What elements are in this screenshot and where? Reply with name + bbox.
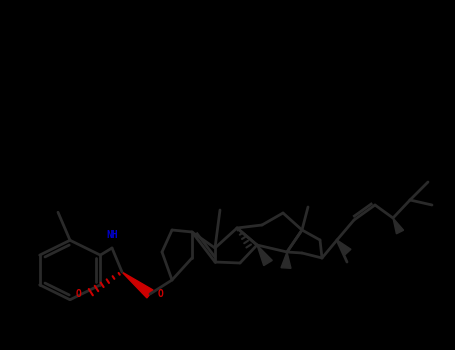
Polygon shape [122,272,153,298]
Text: O: O [76,289,82,299]
Polygon shape [393,218,404,234]
Text: O: O [158,289,164,299]
Polygon shape [257,245,272,266]
Text: NH: NH [106,230,118,240]
Polygon shape [337,240,351,255]
Polygon shape [281,252,291,268]
